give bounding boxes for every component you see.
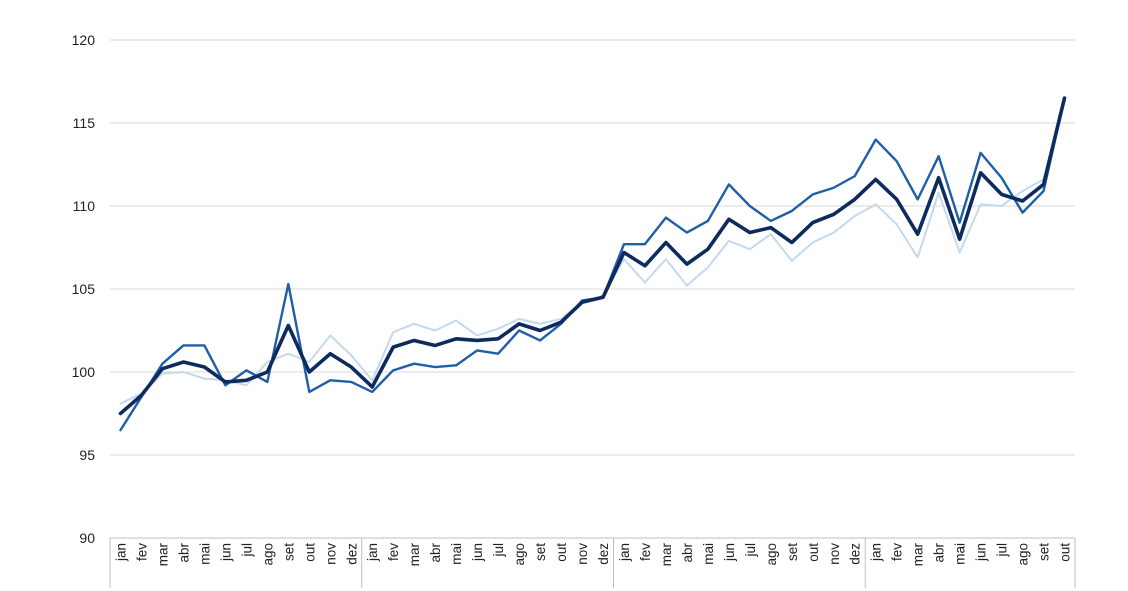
x-tick-label: nov — [575, 543, 590, 565]
x-tick-label: ago — [512, 543, 527, 566]
x-tick-label: ago — [260, 543, 275, 566]
x-tick-label: fev — [890, 543, 905, 561]
x-tick-label: abr — [428, 542, 443, 562]
x-tick-label: jul — [491, 543, 506, 558]
x-tick-label: fev — [386, 543, 401, 561]
y-tick-label: 120 — [72, 32, 96, 48]
y-tick-label: 90 — [79, 530, 95, 546]
x-tick-label: set — [785, 543, 800, 561]
x-tick-label: set — [1037, 543, 1052, 561]
x-tick-label: mai — [953, 543, 968, 565]
x-tick-label: abr — [176, 542, 191, 562]
x-axis — [109, 537, 1076, 588]
x-tick-label: ago — [764, 543, 779, 566]
x-tick-label: mar — [659, 542, 674, 566]
x-tick-label: jan — [113, 543, 128, 562]
y-tick-label: 100 — [72, 364, 96, 380]
x-tick-label: jun — [722, 543, 737, 562]
x-tick-label: jan — [869, 543, 884, 562]
x-tick-label: mai — [449, 543, 464, 565]
x-tick-label: jan — [617, 543, 632, 562]
x-tick-label: out — [806, 543, 821, 562]
x-tick-label: dez — [596, 543, 611, 565]
x-tick-label: jun — [470, 543, 485, 562]
x-tick-label: mar — [407, 542, 422, 566]
x-tick-label: nov — [323, 543, 338, 565]
x-tick-label: nov — [827, 543, 842, 565]
series-line-3 — [118, 96, 1067, 416]
x-tick-label: mai — [197, 543, 212, 565]
x-tick-label: fev — [638, 543, 653, 561]
x-tick-label: jul — [995, 543, 1010, 558]
x-tick-label: jul — [743, 543, 758, 558]
y-tick-label: 95 — [79, 447, 95, 463]
gridlines — [110, 39, 1075, 456]
x-tick-label: abr — [680, 542, 695, 562]
x-tick-label: jun — [218, 543, 233, 562]
x-axis-ticks: jan fev mar abr mai jun jul ago set out nov dez jan f… — [113, 542, 1072, 566]
x-tick-label: fev — [134, 543, 149, 561]
x-tick-label: jan — [365, 543, 380, 562]
y-tick-label: 110 — [73, 198, 96, 214]
x-tick-label: mar — [911, 542, 926, 566]
x-tick-label: mai — [701, 543, 716, 565]
series-line-1 — [119, 100, 1066, 405]
x-tick-label: out — [1058, 543, 1073, 562]
x-tick-label: set — [281, 543, 296, 561]
x-tick-label: jun — [974, 543, 989, 562]
y-tick-label: 105 — [72, 281, 96, 297]
x-tick-label: ago — [1016, 543, 1031, 566]
y-axis-ticks: 90 95 100 105 110 115 120 — [72, 32, 96, 546]
x-tick-label: set — [533, 543, 548, 561]
x-tick-label: out — [554, 543, 569, 562]
y-tick-label: 115 — [73, 115, 96, 131]
x-tick-label: mar — [155, 542, 170, 566]
series-layer — [118, 96, 1067, 432]
x-tick-label: abr — [932, 542, 947, 562]
x-tick-label: out — [302, 543, 317, 562]
x-tick-label: dez — [848, 543, 863, 565]
x-tick-label: dez — [344, 543, 359, 565]
series-line-2 — [119, 96, 1066, 432]
x-tick-label: jul — [239, 543, 254, 558]
